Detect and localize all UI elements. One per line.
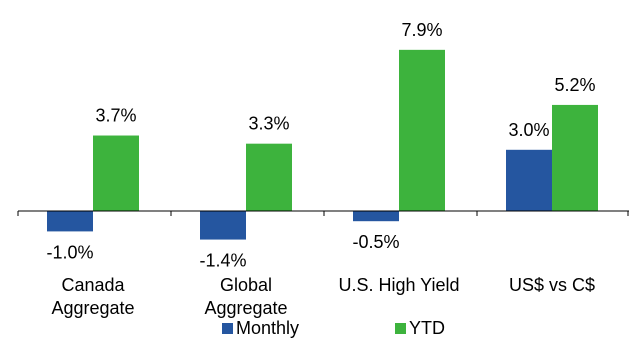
category-labels-layer: Canada Aggregate Global Aggregate U.S. High … xyxy=(51,275,595,318)
bars-layer xyxy=(47,49,598,240)
data-label-monthly-global-aggregate: -1.4% xyxy=(199,251,246,271)
category-label: Aggregate xyxy=(51,298,134,318)
data-label-ytd-us-vs-c: 5.2% xyxy=(554,75,595,95)
category-label: Global xyxy=(220,275,272,295)
x-axis xyxy=(17,210,629,216)
category-label: U.S. High Yield xyxy=(338,275,459,295)
legend-label-ytd: YTD xyxy=(409,318,445,338)
bar-ytd-canada-aggregate xyxy=(93,135,139,211)
legend-item-monthly: Monthly xyxy=(222,318,299,339)
bar-ytd-global-aggregate xyxy=(246,143,292,211)
category-label: Canada xyxy=(61,275,125,295)
category-label: US$ vs C$ xyxy=(509,275,595,295)
data-label-monthly-us-vs-c: 3.0% xyxy=(508,120,549,140)
bar-monthly-us-vs-c xyxy=(506,149,552,211)
data-label-ytd-canada-aggregate: 3.7% xyxy=(95,106,136,126)
data-labels-layer: -1.0% 3.7% -1.4% 3.3% -0.5% 7.9% 3.0% 5.2% xyxy=(46,20,595,271)
data-label-monthly-canada-aggregate: -1.0% xyxy=(46,242,93,262)
bar-monthly-canada-aggregate xyxy=(47,211,93,232)
bar-ytd-u-s-high-yield xyxy=(399,49,445,212)
legend-label-monthly: Monthly xyxy=(236,318,300,338)
data-label-monthly-u-s-high-yield: -0.5% xyxy=(352,232,399,252)
category-label: Aggregate xyxy=(204,298,287,318)
data-label-ytd-u-s-high-yield: 7.9% xyxy=(401,20,442,40)
legend-swatch-monthly xyxy=(222,323,233,334)
bar-ytd-us-vs-c xyxy=(552,104,598,211)
legend-item-ytd: YTD xyxy=(395,318,445,339)
data-label-ytd-global-aggregate: 3.3% xyxy=(248,114,289,134)
bar-monthly-global-aggregate xyxy=(200,211,246,240)
bar-monthly-u-s-high-yield xyxy=(353,211,399,222)
legend-swatch-ytd xyxy=(395,323,406,334)
